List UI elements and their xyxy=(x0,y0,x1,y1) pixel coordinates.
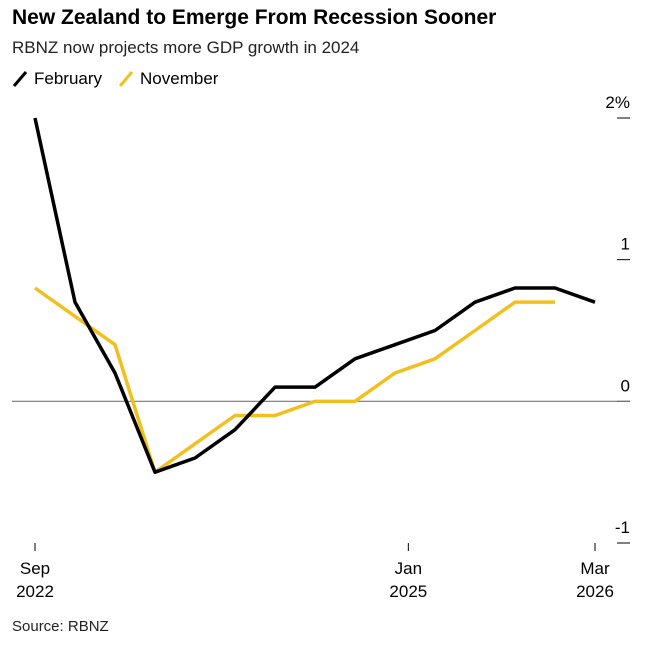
y-tick-label: -1 xyxy=(615,518,630,537)
legend-label: February xyxy=(34,69,103,88)
chart-subtitle: RBNZ now projects more GDP growth in 202… xyxy=(12,38,360,57)
legend-swatch xyxy=(12,71,28,87)
y-tick-label: 1 xyxy=(621,235,630,254)
legend-label: November xyxy=(140,69,219,88)
series-line xyxy=(33,286,555,474)
y-tick-label: 0 xyxy=(621,376,630,395)
x-tick-label: Sep 2022 xyxy=(16,559,54,601)
x-tick-label: Jan 2025 xyxy=(389,559,428,601)
legend-swatch xyxy=(118,71,134,87)
series-line xyxy=(33,117,596,474)
chart-title: New Zealand to Emerge From Recession Soo… xyxy=(12,6,497,29)
source: Source: RBNZ xyxy=(12,618,109,635)
x-tick-label: Mar 2026 xyxy=(576,559,614,601)
y-tick-label: 2% xyxy=(605,93,630,112)
